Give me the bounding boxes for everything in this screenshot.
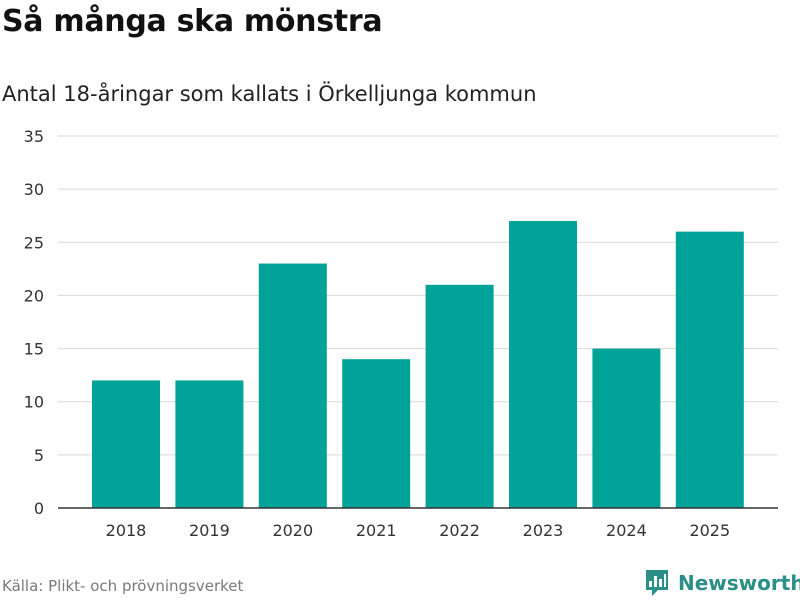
x-tick-label: 2020 <box>272 521 313 540</box>
bar-2018 <box>92 380 160 508</box>
bars <box>92 221 744 508</box>
chart-title: Så många ska mönstra <box>2 4 383 39</box>
x-axis-ticks: 2018 2019 2020 2021 2022 2023 2024 2025 <box>106 521 731 540</box>
y-tick-label: 20 <box>24 286 44 305</box>
y-tick-label: 30 <box>24 180 44 199</box>
bar-2019 <box>175 380 244 508</box>
x-tick-label: 2025 <box>689 521 730 540</box>
newsworthy-logo: Newsworthy <box>644 568 800 598</box>
x-tick-label: 2021 <box>356 521 397 540</box>
x-tick-label: 2019 <box>189 521 230 540</box>
y-axis-ticks: 0 5 10 15 20 25 30 35 <box>24 127 44 518</box>
x-tick-label: 2024 <box>606 521 647 540</box>
chart-subtitle: Antal 18-åringar som kallats i Örkelljun… <box>2 82 537 106</box>
y-tick-label: 0 <box>34 499 44 518</box>
y-tick-label: 25 <box>24 233 44 252</box>
gridlines <box>58 135 778 456</box>
y-tick-label: 5 <box>34 446 44 465</box>
bar-2021 <box>342 359 411 508</box>
bar-chart-logo-icon <box>646 570 668 596</box>
bar-2023 <box>509 221 577 508</box>
bar-2025 <box>675 231 744 508</box>
x-tick-label: 2023 <box>523 521 564 540</box>
y-tick-label: 15 <box>24 340 44 359</box>
y-tick-label: 10 <box>24 393 44 412</box>
x-tick-label: 2022 <box>439 521 480 540</box>
bar-2024 <box>592 348 661 508</box>
brand-name: Newsworthy <box>678 571 800 595</box>
source-note: Källa: Plikt- och prövningsverket <box>2 577 244 595</box>
y-tick-label: 35 <box>24 127 44 146</box>
bar-2022 <box>425 284 494 508</box>
bar-2020 <box>258 263 327 508</box>
x-tick-label: 2018 <box>106 521 147 540</box>
